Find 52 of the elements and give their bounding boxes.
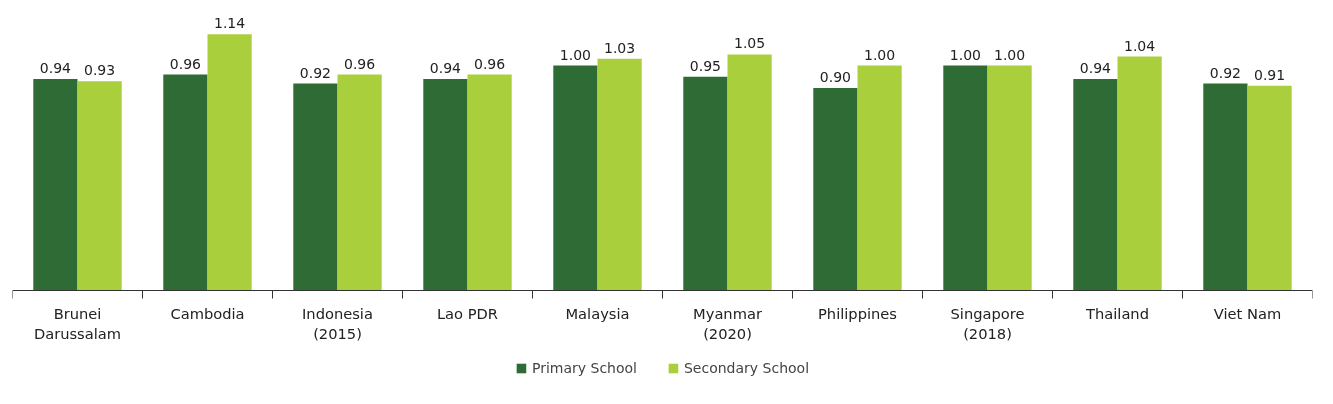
bar: [467, 74, 512, 291]
data-label: 0.94: [1079, 60, 1112, 77]
bar: [1203, 83, 1248, 291]
data-label: 1.00: [864, 46, 896, 63]
data-label: 0.91: [1254, 66, 1286, 83]
x-tick-label: Viet Nam: [1213, 304, 1282, 322]
data-label: 1.00: [559, 46, 591, 63]
x-tick-label: Singapore (2018): [950, 304, 1025, 342]
data-label: 0.94: [39, 60, 72, 77]
bar: [987, 65, 1032, 291]
x-tick-label: Brunei Darussalam: [33, 304, 122, 342]
bar: [857, 65, 902, 291]
bar: [207, 34, 252, 291]
data-label: 0.92: [299, 64, 331, 81]
bar: [727, 54, 772, 291]
data-label: 0.96: [344, 55, 376, 72]
x-tick-label: Thailand: [1085, 304, 1149, 322]
data-label: 0.95: [689, 57, 721, 74]
data-label: 0.92: [1209, 64, 1241, 81]
bar: [683, 76, 728, 291]
x-tick-label: Lao PDR: [436, 304, 499, 322]
data-label: 1.14: [214, 15, 246, 32]
data-label: 0.93: [84, 62, 116, 79]
x-tick-label: Indonesia (2015): [302, 304, 373, 342]
bar: [943, 65, 988, 291]
bar: [337, 74, 382, 291]
legend-label: Secondary School: [683, 360, 810, 376]
bar: [553, 65, 598, 291]
bar: [813, 88, 858, 291]
bar: [293, 83, 338, 291]
data-label: 0.96: [169, 55, 202, 72]
bar: [163, 74, 208, 291]
bar: [1073, 79, 1118, 291]
bar: [1117, 56, 1162, 291]
x-tick-label: Myanmar (2020): [693, 304, 763, 342]
bar: [1247, 85, 1292, 291]
bar: [33, 79, 78, 291]
bar: [423, 79, 468, 291]
x-tick-label: Philippines: [818, 304, 897, 322]
x-tick-label: Cambodia: [170, 304, 245, 322]
data-label: 1.00: [994, 46, 1026, 63]
data-label: 1.03: [604, 39, 636, 56]
data-label: 1.05: [734, 35, 766, 52]
legend-label: Primary School: [531, 360, 637, 376]
bar: [597, 58, 642, 291]
data-label: 0.90: [819, 69, 851, 86]
bar: [77, 81, 122, 291]
data-label: 1.04: [1124, 37, 1156, 54]
data-label: 0.94: [429, 60, 462, 77]
data-label: 0.96: [474, 55, 506, 72]
data-label: 1.00: [949, 46, 981, 63]
x-tick-label: Malaysia: [565, 304, 630, 322]
